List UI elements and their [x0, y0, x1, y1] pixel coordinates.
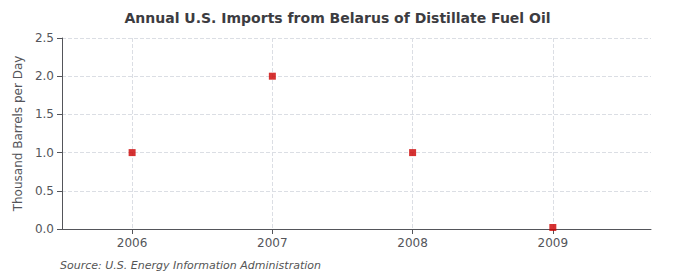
svg-text:Thousand Barrels per Day: Thousand Barrels per Day: [11, 56, 25, 213]
svg-text:Source: U.S. Energy Informatio: Source: U.S. Energy Information Administ…: [60, 259, 321, 272]
svg-text:2006: 2006: [117, 236, 148, 250]
svg-text:2009: 2009: [538, 236, 569, 250]
svg-text:2008: 2008: [397, 236, 428, 250]
svg-text:1.5: 1.5: [35, 107, 54, 121]
svg-text:2.5: 2.5: [35, 31, 54, 45]
svg-text:0.0: 0.0: [35, 222, 54, 236]
svg-text:1.0: 1.0: [35, 146, 54, 160]
svg-text:2007: 2007: [257, 236, 288, 250]
svg-text:2.0: 2.0: [35, 69, 54, 83]
svg-text:0.5: 0.5: [35, 184, 54, 198]
svg-text:Annual U.S. Imports from Belar: Annual U.S. Imports from Belarus of Dist…: [124, 10, 550, 26]
